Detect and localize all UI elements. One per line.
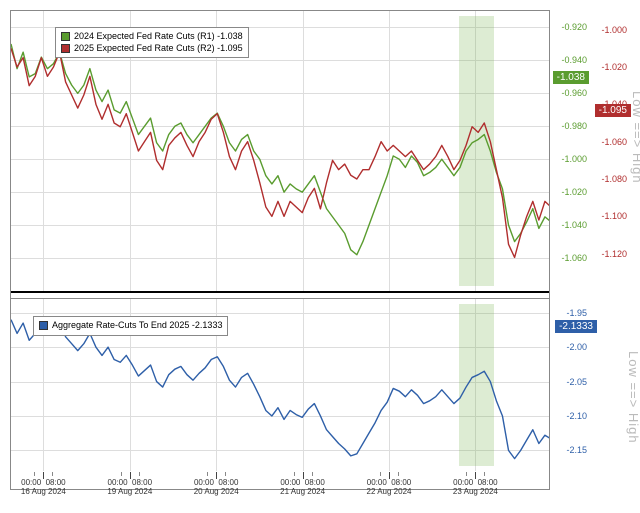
legend-row: 2025 Expected Fed Rate Cuts (R2) -1.095	[61, 43, 243, 55]
legend-top: 2024 Expected Fed Rate Cuts (R1) -1.038 …	[55, 27, 249, 58]
xaxis-label: 00:00 08:0023 Aug 2024	[453, 479, 498, 497]
legend-label: 2024 Expected Fed Rate Cuts (R1) -1.038	[74, 31, 243, 43]
y2-tick-label: -1.020	[601, 62, 627, 72]
y1-tick-label: -0.960	[561, 88, 587, 98]
xaxis-label: 00:00 08:0019 Aug 2024	[107, 479, 152, 497]
y1-tick-label: -1.040	[561, 220, 587, 230]
value-badge: -2.1333	[555, 320, 597, 333]
swatch-icon	[39, 321, 48, 330]
xaxis-label: 00:00 08:0021 Aug 2024	[280, 479, 325, 497]
yb-tick-label: -2.10	[566, 411, 587, 421]
panel-divider	[11, 291, 549, 299]
side-annotation-bottom: Low ==> High	[626, 351, 640, 444]
value-badge: -1.038	[553, 71, 589, 84]
y1-tick-label: -0.980	[561, 121, 587, 131]
chart-area: -0.920-0.940-0.960-0.980-1.000-1.020-1.0…	[10, 10, 550, 490]
yb-tick-label: -2.05	[566, 377, 587, 387]
y1-tick-label: -0.940	[561, 55, 587, 65]
value-badge: -1.095	[595, 104, 631, 117]
y2-tick-label: -1.060	[601, 137, 627, 147]
y1-tick-label: -1.060	[561, 253, 587, 263]
yb-tick-label: -2.15	[566, 445, 587, 455]
legend-label: Aggregate Rate-Cuts To End 2025 -2.1333	[52, 320, 222, 332]
y1-tick-label: -1.000	[561, 154, 587, 164]
legend-row: Aggregate Rate-Cuts To End 2025 -2.1333	[39, 320, 222, 332]
legend-label: 2025 Expected Fed Rate Cuts (R2) -1.095	[74, 43, 243, 55]
yb-tick-label: -1.95	[566, 308, 587, 318]
swatch-icon	[61, 32, 70, 41]
y2-tick-label: -1.100	[601, 211, 627, 221]
y1-tick-label: -0.920	[561, 22, 587, 32]
side-annotation-top: Low ==> High	[630, 91, 640, 184]
swatch-icon	[61, 44, 70, 53]
legend-bottom: Aggregate Rate-Cuts To End 2025 -2.1333	[33, 316, 228, 336]
yb-tick-label: -2.00	[566, 342, 587, 352]
y2-tick-label: -1.000	[601, 25, 627, 35]
legend-row: 2024 Expected Fed Rate Cuts (R1) -1.038	[61, 31, 243, 43]
xaxis-label: 00:00 08:0020 Aug 2024	[194, 479, 239, 497]
xaxis-label: 00:00 08:0022 Aug 2024	[367, 479, 412, 497]
xaxis-label: 00:00 08:0016 Aug 2024	[21, 479, 66, 497]
y2-tick-label: -1.080	[601, 174, 627, 184]
y1-tick-label: -1.020	[561, 187, 587, 197]
y2-tick-label: -1.120	[601, 249, 627, 259]
